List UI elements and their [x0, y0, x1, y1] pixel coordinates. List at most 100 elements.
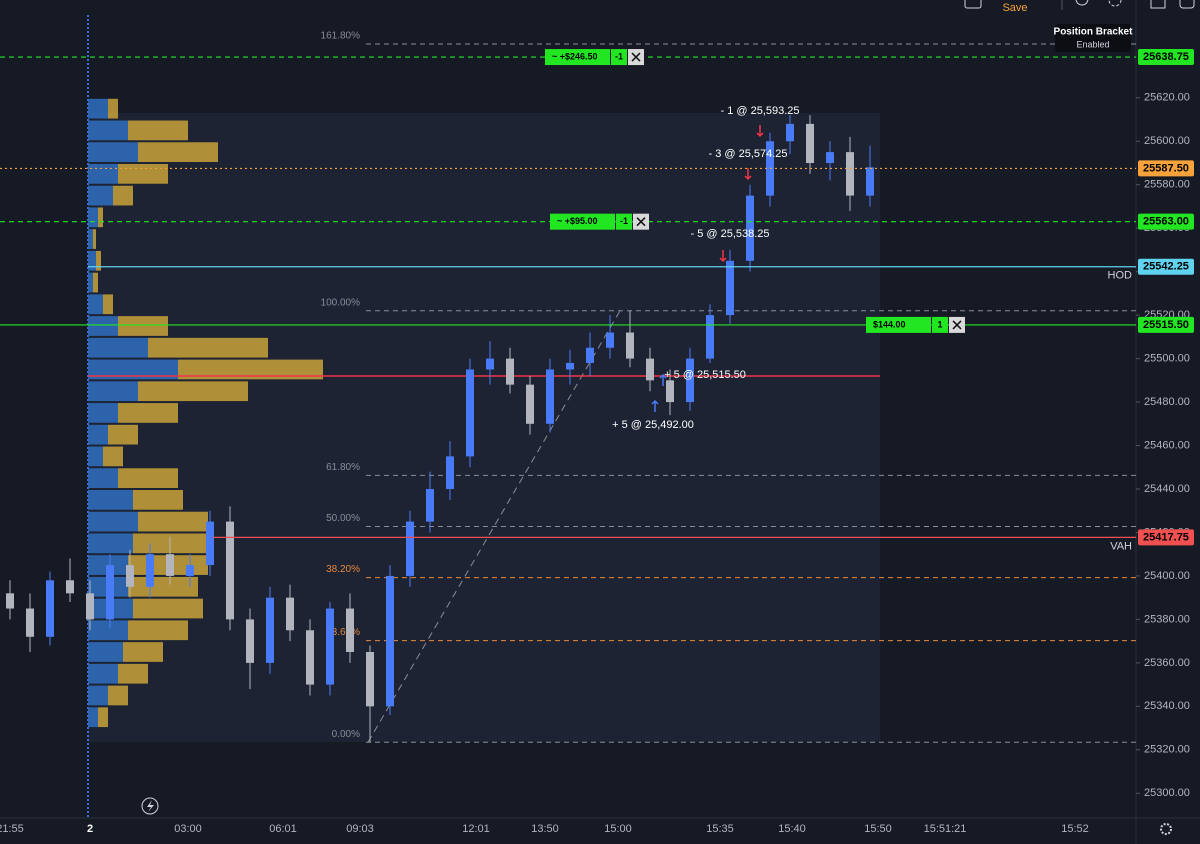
profile-bar [148, 337, 268, 358]
fib-label: 61.80% [326, 462, 360, 473]
candle-body [466, 369, 474, 457]
price-tag-label: 25587.50 [1143, 162, 1189, 174]
candle-body [726, 260, 734, 316]
x-tick-label: 2 [87, 823, 93, 835]
fullscreen-icon[interactable] [1150, 0, 1166, 9]
fib-label: 23.60% [326, 627, 360, 638]
y-tick-label: 25400.00 [1144, 570, 1190, 582]
price-tag-label: 25515.50 [1143, 319, 1189, 331]
profile-bar [118, 663, 148, 684]
candle-body [86, 593, 94, 620]
y-tick-label: 25360.00 [1144, 657, 1190, 669]
profile-bar [88, 468, 118, 488]
y-tick-label: 25440.00 [1144, 483, 1190, 495]
profile-bar [88, 707, 98, 728]
layout-icon[interactable] [964, 0, 982, 9]
profile-bar [118, 403, 178, 423]
profile-bar [88, 120, 128, 141]
price-tag [1138, 213, 1194, 230]
trade-arrow [659, 373, 667, 386]
order-qty-box [611, 49, 627, 66]
profile-bar [88, 403, 118, 423]
profile-bar [118, 164, 168, 184]
y-tick-label: 25380.00 [1144, 613, 1190, 625]
profile-bar [118, 316, 168, 336]
y-tick-label: 25300.00 [1144, 787, 1190, 799]
search-icon[interactable] [1075, 0, 1089, 6]
x-tick-label: 12:01 [462, 823, 490, 835]
x-tick-label: 15:50 [864, 823, 892, 835]
candle-body [506, 358, 514, 385]
profile-bar [108, 98, 118, 119]
trade-arrow [744, 168, 752, 181]
order-badge [545, 49, 610, 66]
candle-body [486, 358, 494, 370]
profile-bar [88, 381, 138, 402]
profile-bar [128, 576, 198, 597]
profile-bar [138, 511, 208, 532]
candle-body [66, 580, 74, 594]
profile-bar [128, 620, 188, 641]
candle-body [226, 521, 234, 620]
price-tag [1138, 49, 1194, 66]
tooltip-status: Enabled [1076, 39, 1109, 49]
tooltip [1055, 24, 1131, 52]
y-tick-label: 25600.00 [1144, 135, 1190, 147]
profile-bar [88, 164, 118, 184]
price-tag [1138, 258, 1194, 275]
candle-body [106, 565, 114, 620]
lightning [147, 800, 154, 812]
profile-bar [88, 250, 96, 271]
fib-label: 0.00% [332, 729, 360, 740]
profile-bar [96, 250, 101, 271]
fib-label: 38.20% [326, 564, 360, 575]
fib-label: 100.00% [321, 297, 361, 308]
fib-label: 50.00% [326, 513, 360, 524]
camera-icon[interactable] [1179, 0, 1195, 9]
y-tick-label: 25480.00 [1144, 396, 1190, 408]
price-tag [1138, 160, 1194, 177]
profile-bar [88, 490, 133, 510]
candle-body [606, 332, 614, 348]
candle-body [846, 152, 854, 196]
overlay: 25638.75 ~ +$246.50 -1 25587.50 25563.00 ~ +$… [0, 49, 1194, 552]
candle-body [366, 652, 374, 707]
plot: 25620.0025600.0025580.0025560.0025540.00… [0, 31, 1190, 835]
profile-bar [88, 446, 103, 467]
price-tag-label: 25563.00 [1143, 216, 1189, 228]
candle-body [786, 123, 794, 142]
candle-body [266, 597, 274, 663]
x-tick-label: 06:01 [269, 823, 297, 835]
profile-bar [118, 468, 178, 488]
candle-body [806, 123, 814, 163]
candle-body [6, 593, 14, 609]
cancel-x [952, 320, 962, 330]
tooltip-title: Position Bracket [1054, 27, 1134, 38]
profile-bar [108, 685, 128, 706]
save-label[interactable]: Save [1002, 2, 1027, 14]
profile-bar [88, 207, 98, 228]
order-qty: -1 [615, 51, 623, 61]
trade-label: - 3 @ 25,574.25 [708, 148, 787, 160]
price-tag [1138, 529, 1194, 546]
profile-bar [88, 272, 93, 293]
profile-bar [178, 359, 323, 380]
profile-bar [88, 642, 123, 662]
replay-icon[interactable] [141, 797, 159, 815]
order-qty: -1 [620, 216, 628, 226]
candle-body [346, 608, 354, 652]
profile-bar [88, 685, 108, 706]
profile-bar [133, 490, 183, 510]
profile-bar [88, 316, 118, 336]
profile-bar [88, 142, 138, 162]
candle-body [426, 489, 434, 522]
candle-body [206, 521, 214, 566]
order-pnl: ~ +$246.50 [552, 51, 598, 61]
axis-settings[interactable] [1160, 823, 1172, 835]
order-badge [866, 316, 931, 333]
profile-bar [93, 272, 98, 293]
profile-bar [93, 229, 96, 249]
candle-body [26, 608, 34, 637]
price-tag-label: 25417.75 [1143, 531, 1189, 543]
